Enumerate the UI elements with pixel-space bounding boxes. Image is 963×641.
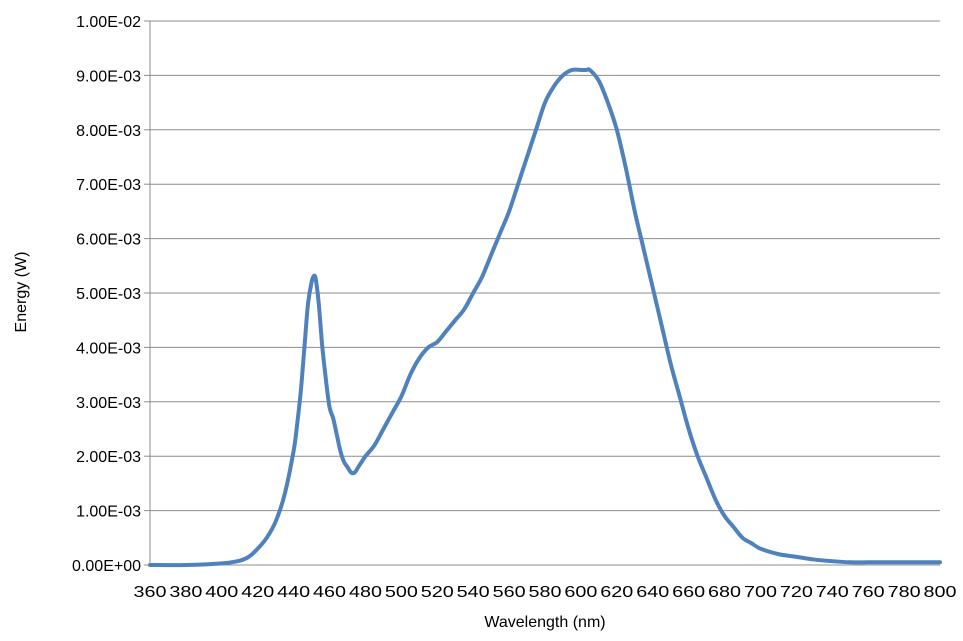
x-tick-label: 680 [708,584,741,601]
x-tick-label: 420 [241,584,274,601]
x-tick-label: 400 [205,584,238,601]
y-tick-label: 9.00E-03 [76,68,141,85]
x-tick-label: 740 [816,584,849,601]
x-axis-title: Wavelength (nm) [484,614,605,631]
x-tick-label: 540 [457,584,490,601]
x-tick-label: 440 [277,584,310,601]
x-tick-label: 360 [134,584,167,601]
x-tick-label: 480 [349,584,382,601]
x-tick-label: 520 [421,584,454,601]
x-tick-label: 620 [600,584,633,601]
y-tick-label: 6.00E-03 [76,232,141,249]
x-tick-label: 460 [313,584,346,601]
y-tick-label: 1.00E-03 [76,504,141,521]
y-tick-label: 1.00E-02 [76,14,141,31]
x-tick-label: 720 [780,584,813,601]
x-tick-label: 380 [169,584,202,601]
y-gridlines [150,20,940,512]
y-axis-title: Energy (W) [13,252,30,333]
y-tick-label: 0.00E+00 [72,558,141,575]
x-tick-label: 500 [385,584,418,601]
x-tick-label: 560 [493,584,526,601]
series-line [148,67,942,568]
x-tick-label: 580 [529,584,562,601]
y-tick-label: 2.00E-03 [76,449,141,466]
x-tick-label: 600 [564,584,597,601]
x-tick-label: 800 [924,584,957,601]
series-group [148,67,942,568]
x-tick-label: 660 [672,584,705,601]
x-tick-label: 700 [744,584,777,601]
x-tick-label: 780 [888,584,921,601]
y-tick-label: 3.00E-03 [76,395,141,412]
x-tick-label: 760 [852,584,885,601]
y-tick-label: 4.00E-03 [76,340,141,357]
y-tick-label: 5.00E-03 [76,286,141,303]
y-tick-labels: 0.00E+00 1.00E-03 2.00E-03 3.00E-03 4.00E-03… [72,14,141,575]
x-tick-label: 640 [636,584,669,601]
y-tick-label: 8.00E-03 [76,123,141,140]
x-tick-labels: 360 380 400 420 440 460 480 500 520 540 560 580 600 6… [134,584,957,601]
y-tick-label: 7.00E-03 [76,177,141,194]
chart-axes [144,20,940,566]
